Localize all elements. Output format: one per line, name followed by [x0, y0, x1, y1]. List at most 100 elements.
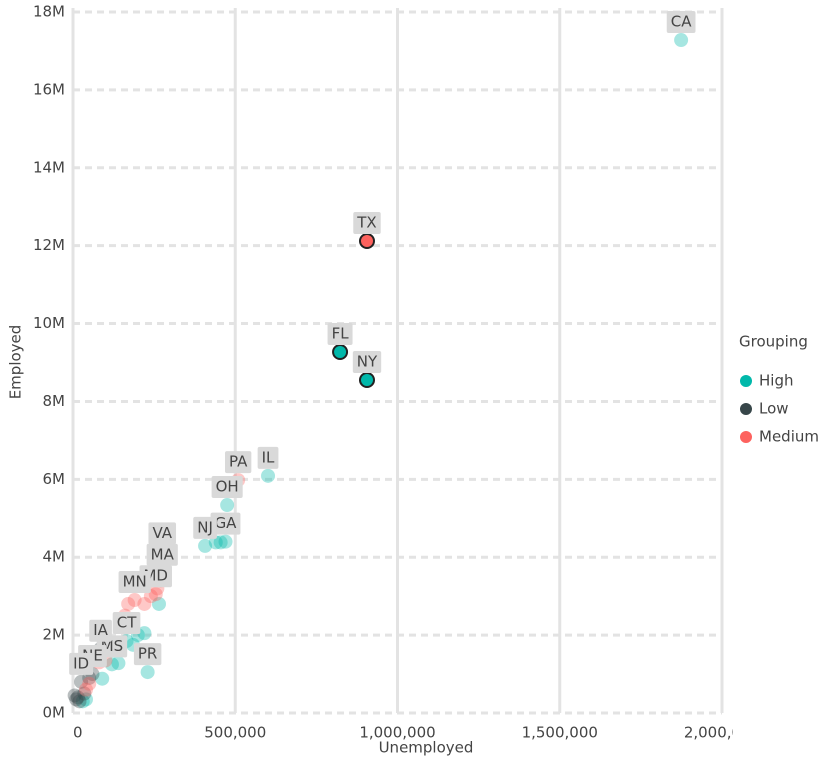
data-label-group: NJ — [193, 516, 217, 539]
data-label: NJ — [197, 518, 213, 536]
legend-marker — [740, 403, 752, 415]
y-tick-label: 0M — [43, 704, 66, 722]
label-bg — [352, 351, 382, 374]
legend-marker — [740, 375, 752, 387]
point — [218, 534, 233, 549]
point — [74, 674, 89, 689]
label-bg — [666, 11, 696, 34]
point — [148, 587, 163, 602]
data-label: MN — [123, 573, 147, 591]
y-tick-label: 14M — [33, 158, 65, 176]
x-tick-label: 1,500,000 — [522, 724, 598, 742]
label-bg — [210, 512, 241, 535]
data-label: IA — [93, 621, 108, 639]
data-label-group: PA — [224, 451, 252, 474]
data-label: GA — [215, 514, 238, 532]
y-tick-label: 18M — [33, 3, 65, 21]
x-axis-title: Unemployed — [379, 739, 474, 757]
data-label-group: IL — [257, 446, 279, 469]
data-label-group: FL — [327, 322, 353, 345]
x-tick-label: 2,000,000 — [684, 724, 760, 742]
data-label-group: MA — [146, 543, 178, 566]
label-bg — [148, 522, 177, 545]
point — [67, 688, 82, 703]
data-label-group: ID — [69, 652, 94, 675]
data-label-group: IA — [89, 619, 112, 642]
data-label-group: MN — [118, 571, 151, 594]
y-tick-label: 8M — [43, 392, 66, 410]
data-label: VA — [152, 524, 172, 542]
legend-marker — [740, 431, 752, 443]
data-label-group: NY — [352, 351, 382, 374]
y-tick-label: 6M — [43, 470, 66, 488]
legend-label: Medium — [759, 428, 819, 446]
point — [121, 596, 136, 611]
point — [111, 656, 126, 671]
label-bg — [211, 476, 243, 499]
label-bg — [112, 611, 141, 634]
label-bg — [193, 516, 217, 539]
point — [220, 498, 235, 513]
point — [137, 626, 152, 641]
point — [78, 692, 93, 707]
label-bg — [118, 571, 151, 594]
y-tick-label: 10M — [33, 314, 65, 332]
point — [69, 692, 84, 707]
y-tick-label: 4M — [43, 548, 66, 566]
y-tick-label: 2M — [43, 626, 66, 644]
point — [77, 686, 92, 701]
point — [358, 232, 375, 249]
y-tick-label: 16M — [33, 80, 65, 98]
grid: 0M 2M 4M 6M 8M 10M 12M 14M 16M 18M — [33, 3, 724, 722]
y-tick-label: 12M — [33, 236, 65, 254]
legend-title: Grouping — [739, 333, 808, 351]
point — [198, 538, 213, 553]
point — [261, 468, 276, 483]
point — [70, 690, 85, 705]
point — [213, 535, 228, 550]
point — [82, 676, 97, 691]
data-label-group: CA — [666, 11, 696, 34]
y-axis-title: Employed — [7, 325, 25, 400]
label-bg — [353, 211, 381, 234]
point — [75, 694, 90, 709]
point — [137, 596, 152, 611]
label-bg — [89, 619, 112, 642]
points: CAFLNYILOHGANJCTMSPRIANEIDTXPAVAMAMDMN — [67, 11, 696, 709]
data-label-group: TX — [353, 211, 381, 234]
data-label: OH — [216, 478, 239, 496]
label-bg — [133, 643, 162, 666]
label-bg — [257, 446, 279, 469]
data-label-group: CT — [112, 611, 141, 634]
point — [78, 682, 93, 697]
data-label: FL — [332, 324, 350, 342]
point — [151, 596, 166, 611]
data-label: NY — [357, 353, 378, 371]
legend-label: Low — [759, 400, 789, 418]
point — [332, 343, 349, 360]
label-bg — [224, 451, 252, 474]
label-bg — [146, 543, 178, 566]
data-label-group: VA — [148, 522, 177, 545]
label-bg — [69, 652, 94, 675]
point — [95, 671, 110, 686]
data-label-group: PR — [133, 643, 162, 666]
data-label: PR — [138, 645, 157, 663]
data-label: PA — [229, 453, 248, 471]
x-tick-label: 1,000,000 — [359, 724, 435, 742]
point — [140, 665, 155, 680]
data-label: CA — [671, 13, 692, 31]
data-label-group: GA — [210, 512, 241, 535]
x-axis: 0 500,000 1,000,000 1,500,000 2,000,000 — [73, 724, 760, 742]
data-label: ID — [73, 654, 89, 672]
legend-label: High — [759, 372, 793, 390]
data-label: CT — [117, 613, 137, 631]
point — [674, 33, 689, 48]
point — [104, 657, 119, 672]
x-tick-label: 500,000 — [204, 724, 266, 742]
point — [127, 593, 142, 608]
data-label-group: OH — [211, 476, 243, 499]
data-label: IL — [262, 448, 275, 466]
x-tick-label: 0 — [73, 724, 83, 742]
